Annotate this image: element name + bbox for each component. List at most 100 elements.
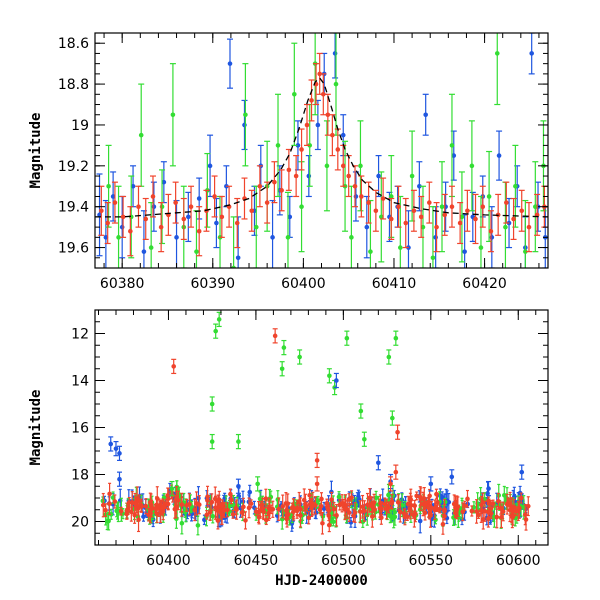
data-point-band bbox=[291, 504, 296, 519]
data-point-band bbox=[100, 492, 106, 518]
data-point-series-3 bbox=[402, 197, 409, 249]
data-point-band bbox=[486, 507, 491, 518]
data-point-band bbox=[280, 494, 286, 519]
x-tick-label: 60550 bbox=[409, 553, 454, 569]
data-point-band bbox=[146, 507, 151, 522]
data-point-band bbox=[397, 501, 403, 523]
data-point-band bbox=[488, 500, 494, 517]
data-point-band bbox=[362, 500, 367, 522]
y-axis-title: Magnitude bbox=[28, 390, 44, 466]
data-point-series-2 bbox=[378, 171, 385, 263]
data-point-band bbox=[276, 497, 282, 521]
data-point-series-3 bbox=[293, 155, 300, 198]
data-point-outlier bbox=[449, 469, 455, 485]
data-point-series-3 bbox=[241, 177, 248, 220]
data-point-band bbox=[107, 492, 112, 516]
data-point-band bbox=[209, 493, 215, 511]
data-point-outlier bbox=[171, 358, 177, 375]
data-point-band bbox=[513, 506, 519, 517]
y-tick-label: 19 bbox=[71, 118, 89, 134]
data-point-series-3 bbox=[410, 189, 417, 232]
data-point-band bbox=[313, 496, 318, 515]
data-point-band bbox=[165, 487, 171, 504]
data-point-outlier bbox=[235, 478, 241, 494]
data-point-band bbox=[248, 499, 254, 508]
data-point-series-1 bbox=[305, 155, 312, 198]
data-point-series-1 bbox=[150, 181, 157, 232]
data-point-series-3 bbox=[358, 175, 365, 218]
data-point-outlier bbox=[209, 433, 215, 450]
data-point-series-3 bbox=[226, 185, 233, 228]
data-point-outlier bbox=[209, 396, 215, 412]
data-point-band bbox=[233, 501, 239, 516]
data-point-band bbox=[172, 499, 178, 519]
data-point-series-3 bbox=[503, 181, 510, 224]
data-point-band bbox=[469, 505, 475, 517]
data-point-band bbox=[304, 501, 309, 512]
data-point-band bbox=[392, 508, 398, 526]
data-point-band bbox=[422, 505, 428, 521]
data-point-series-3 bbox=[98, 185, 105, 236]
x-tick-label: 60500 bbox=[321, 553, 366, 569]
data-point-band bbox=[486, 498, 492, 509]
data-point-band bbox=[329, 491, 334, 508]
data-point-band bbox=[462, 500, 468, 511]
data-point-series-2 bbox=[419, 185, 426, 268]
data-point-series-3 bbox=[352, 165, 359, 208]
data-point-band bbox=[136, 507, 141, 533]
data-point-series-1 bbox=[226, 38, 233, 89]
x-tick-label: 60450 bbox=[234, 553, 279, 569]
data-point-series-3 bbox=[278, 169, 285, 212]
data-point-series-1 bbox=[241, 99, 248, 151]
data-point-outlier bbox=[519, 464, 525, 480]
data-point-outlier bbox=[116, 445, 122, 461]
data-point-series-3 bbox=[127, 206, 134, 257]
data-point-band bbox=[225, 502, 230, 518]
plot-area bbox=[100, 311, 531, 536]
data-point-series-1 bbox=[102, 199, 109, 268]
data-point-band bbox=[421, 487, 427, 511]
data-point-series-3 bbox=[329, 114, 336, 157]
data-point-band bbox=[220, 499, 225, 509]
data-point-band bbox=[414, 491, 419, 501]
data-point-series-3 bbox=[308, 79, 315, 122]
data-point-series-3 bbox=[418, 195, 425, 238]
data-point-series-1 bbox=[488, 206, 495, 268]
data-point-band bbox=[479, 495, 484, 515]
data-point-series-2 bbox=[291, 42, 298, 146]
data-point-band bbox=[379, 501, 384, 516]
data-point-band bbox=[384, 498, 389, 520]
data-point-series-3 bbox=[313, 63, 320, 106]
data-point-series-3 bbox=[457, 202, 464, 245]
data-point-series-2 bbox=[458, 171, 465, 263]
data-point-band bbox=[263, 488, 269, 509]
data-point-band bbox=[129, 491, 135, 514]
data-point-series-1 bbox=[314, 99, 321, 151]
data-point-series-3 bbox=[135, 185, 142, 228]
data-point-band bbox=[187, 493, 192, 516]
data-point-outlier bbox=[169, 480, 175, 497]
data-point-band bbox=[204, 510, 210, 520]
data-point-series-3 bbox=[196, 206, 203, 257]
data-point-series-3 bbox=[188, 185, 195, 228]
data-point-band bbox=[215, 511, 221, 530]
data-point-series-2 bbox=[323, 120, 330, 212]
model-curve bbox=[95, 77, 548, 218]
data-point-series-3 bbox=[298, 128, 305, 171]
data-point-series-2 bbox=[275, 93, 282, 198]
data-point-series-2 bbox=[468, 120, 475, 212]
data-point-series-2 bbox=[502, 181, 509, 268]
data-point-band bbox=[437, 504, 443, 514]
data-point-outlier bbox=[375, 455, 381, 471]
data-point-band bbox=[465, 489, 470, 508]
y-tick-label: 14 bbox=[71, 374, 89, 390]
data-point-outlier bbox=[393, 330, 399, 346]
data-point-band bbox=[154, 486, 160, 511]
data-point-band bbox=[522, 503, 528, 526]
data-point-series-3 bbox=[211, 175, 218, 218]
data-point-series-3 bbox=[165, 193, 172, 236]
data-point-series-3 bbox=[380, 177, 387, 220]
y-tick-label: 19.4 bbox=[58, 200, 89, 216]
data-point-series-3 bbox=[426, 181, 433, 224]
data-point-series-2 bbox=[298, 161, 305, 253]
